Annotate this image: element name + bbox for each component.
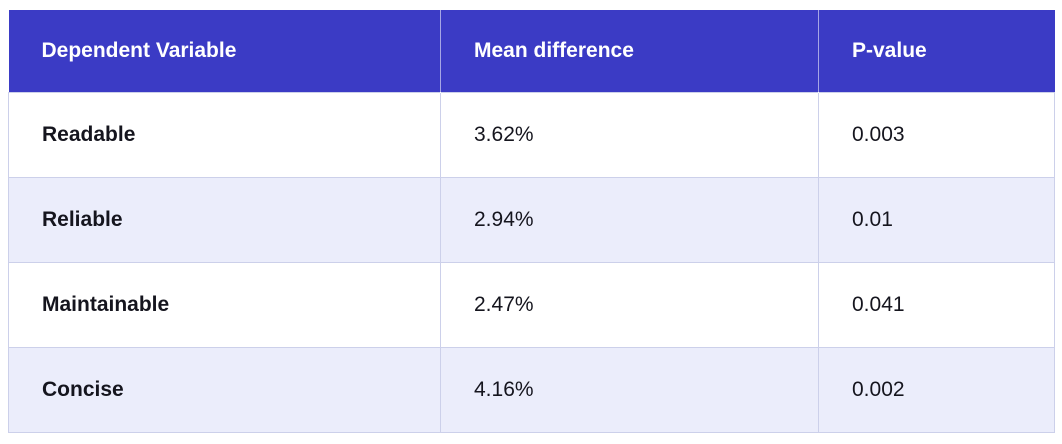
cell-variable: Reliable xyxy=(8,176,441,263)
cell-p-value: 0.003 xyxy=(818,91,1055,178)
table-row-readable: Readable 3.62% 0.003 xyxy=(8,91,1055,178)
column-header-mean-difference: Mean difference xyxy=(440,10,819,92)
cell-mean-difference: 3.62% xyxy=(440,91,819,178)
cell-variable: Concise xyxy=(8,346,441,433)
table-row-reliable: Reliable 2.94% 0.01 xyxy=(8,176,1055,263)
cell-mean-difference: 4.16% xyxy=(440,346,819,433)
cell-variable: Maintainable xyxy=(8,261,441,348)
cell-mean-difference: 2.94% xyxy=(440,176,819,263)
statistics-table: Dependent Variable Mean difference P-val… xyxy=(8,10,1055,433)
cell-p-value: 0.041 xyxy=(818,261,1055,348)
cell-p-value: 0.002 xyxy=(818,346,1055,433)
cell-mean-difference: 2.47% xyxy=(440,261,819,348)
cell-p-value: 0.01 xyxy=(818,176,1055,263)
column-header-p-value: P-value xyxy=(818,10,1055,92)
table-row-maintainable: Maintainable 2.47% 0.041 xyxy=(8,261,1055,348)
column-header-dependent-variable: Dependent Variable xyxy=(8,10,441,92)
cell-variable: Readable xyxy=(8,91,441,178)
header-row: Dependent Variable Mean difference P-val… xyxy=(8,10,1055,92)
table-row-concise: Concise 4.16% 0.002 xyxy=(8,346,1055,433)
